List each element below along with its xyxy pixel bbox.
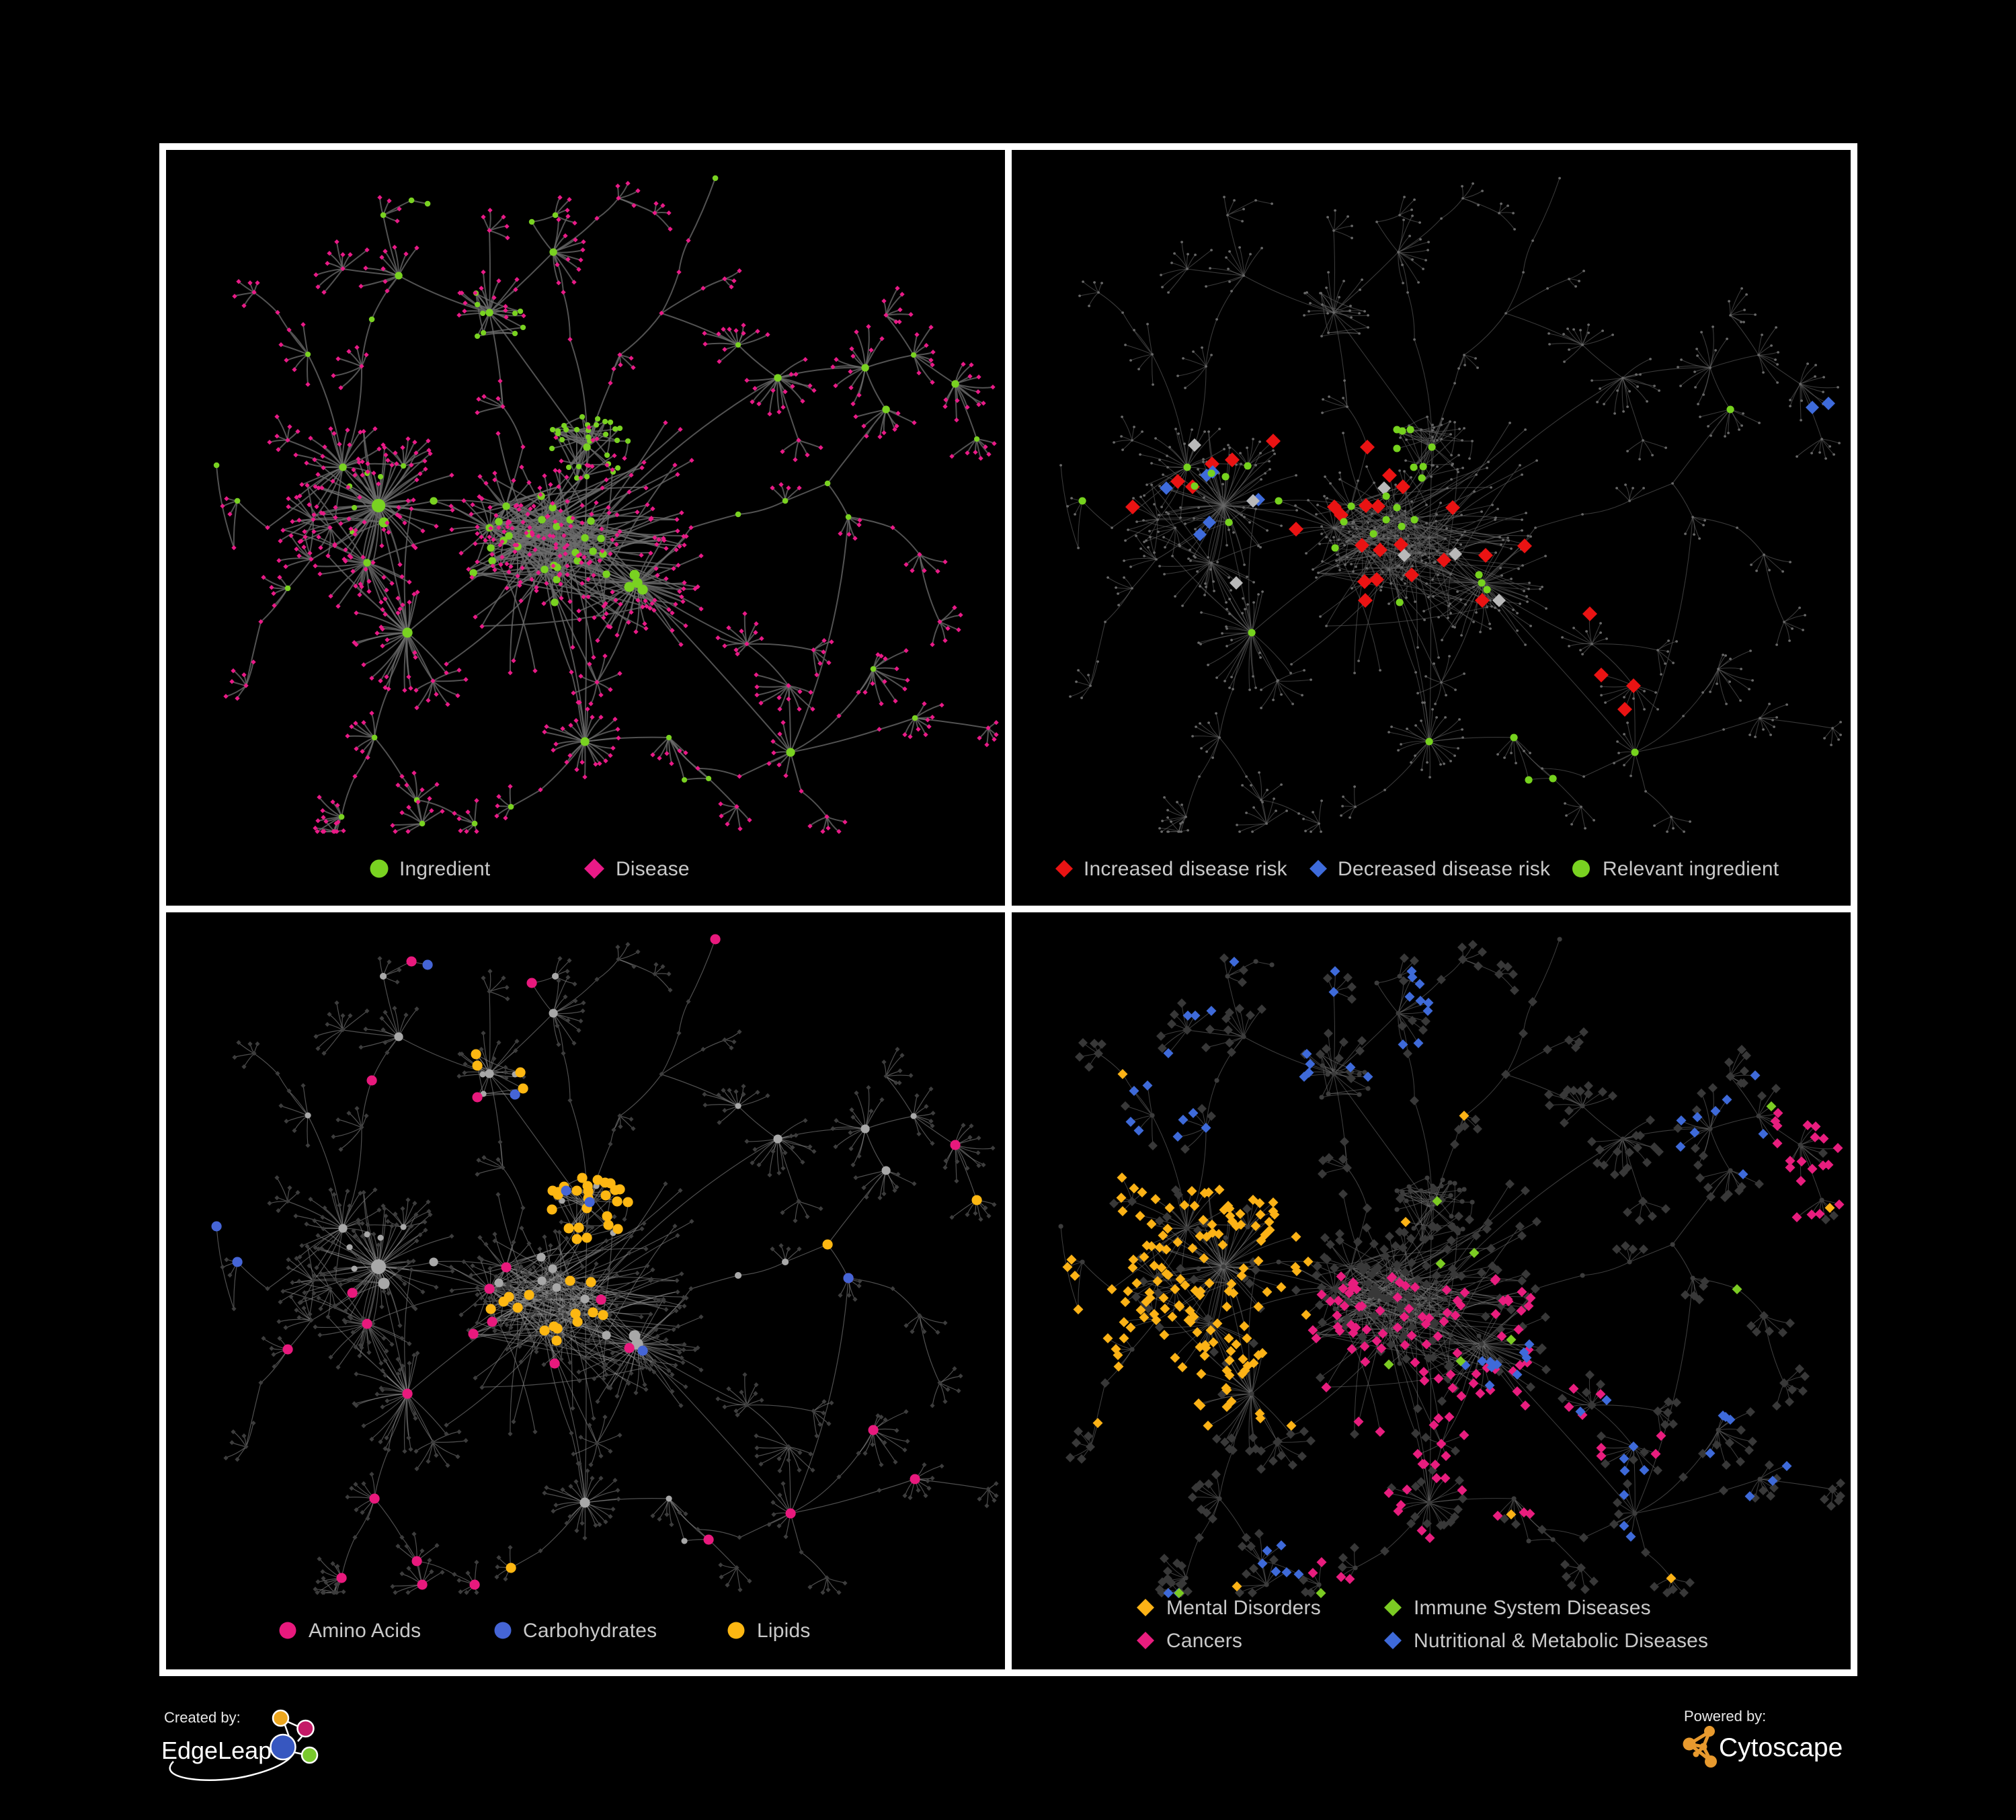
svg-text:Immune System Diseases: Immune System Diseases [1414,1597,1651,1619]
svg-text:Nutritional & Metabolic Diseas: Nutritional & Metabolic Diseases [1414,1630,1708,1652]
svg-text:Amino Acids: Amino Acids [309,1620,421,1642]
svg-text:Mental Disorders: Mental Disorders [1166,1597,1321,1619]
svg-text:Ingredient: Ingredient [399,858,491,880]
svg-text:Decreased disease risk: Decreased disease risk [1338,858,1551,880]
svg-text:EdgeLeap: EdgeLeap [161,1737,272,1764]
svg-text:Increased disease risk: Increased disease risk [1084,858,1288,880]
svg-text:Cytoscape: Cytoscape [1719,1733,1843,1762]
svg-text:Powered by:: Powered by: [1684,1708,1766,1725]
svg-text:Disease: Disease [616,858,690,880]
svg-text:Relevant ingredient: Relevant ingredient [1603,858,1779,880]
svg-text:Lipids: Lipids [757,1620,811,1642]
svg-text:Carbohydrates: Carbohydrates [523,1620,657,1642]
svg-text:Created by:: Created by: [164,1709,241,1726]
svg-text:Cancers: Cancers [1166,1630,1242,1652]
